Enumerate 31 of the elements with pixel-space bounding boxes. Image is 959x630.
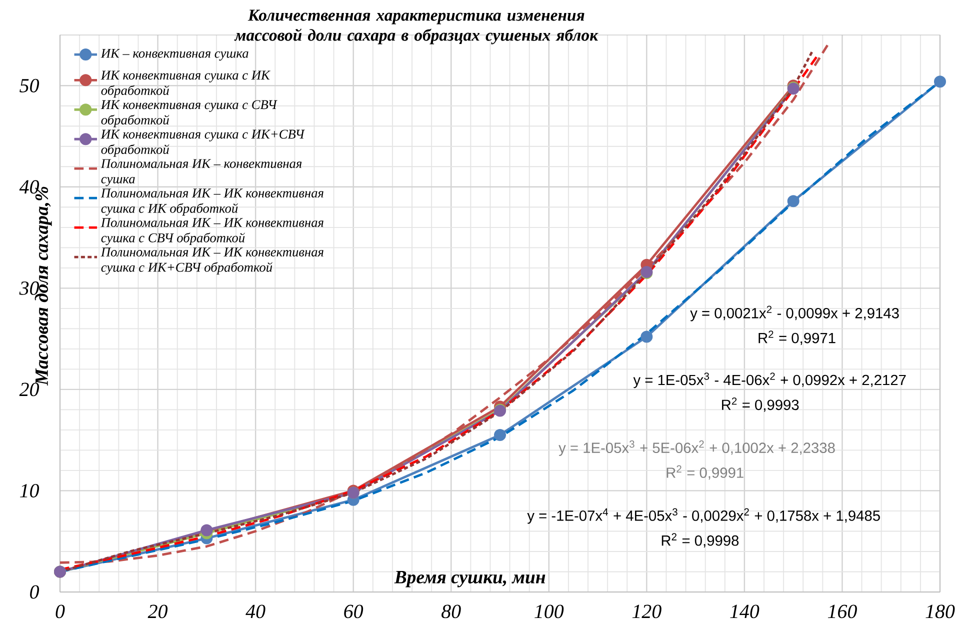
x-tick-label: 0 — [56, 604, 65, 618]
legend-label: Полиномальная ИК – ИК конвективная сушка с ИК обработкой — [100, 188, 324, 216]
x-tick-label: 180 — [926, 604, 955, 618]
annotation: R$^{2}$ = 0,9998 — [662, 533, 739, 548]
x-tick-label: 120 — [632, 604, 662, 618]
annotation: y = 1E-05x$^{3}$ - 4E-06x$^{2}$ + 0,0992x + 2,2127 — [633, 372, 906, 388]
x-tick-label: 80 — [442, 604, 461, 618]
legend-label: Полиномальная ИК – ИК конвективная сушка с ИК+СВЧ обработкой — [100, 248, 324, 275]
x-tick-label: 60 — [344, 604, 364, 618]
legend-label: ИК конвективная сушка с ИК обработкой — [100, 70, 270, 98]
x-tick-label: 100 — [534, 604, 564, 618]
annotation: y = 1E-05x$^{3}$ + 5E-06x$^{2}$ + 0,1002x + 2,2338 — [558, 440, 835, 456]
annotation: R$^{2}$ = 0,9991 — [666, 465, 744, 480]
y-tick-label: 10 — [20, 484, 40, 498]
y-tick-label: 50 — [20, 78, 40, 92]
x-tick-label: 140 — [730, 604, 760, 618]
legend-label: ИК конвективная сушка с ИК+СВЧ обработкой — [100, 130, 305, 157]
chart-title: Количественная характеристика изменения массовой доли сахара в образцах сушеных яблок — [234, 10, 598, 44]
legend-label: Полиномальная ИК – конвективная сушка — [100, 159, 302, 186]
annotation: R$^{2}$ = 0,9971 — [758, 330, 836, 345]
x-tick-label: 20 — [148, 604, 168, 618]
legend-label: ИК конвективная сушка с СВЧ обработкой — [100, 100, 278, 128]
x-tick-label: 40 — [246, 604, 266, 618]
legend-label: ИК – конвективная сушка — [100, 48, 248, 61]
annotation: y = -1E-07x$^{4}$ + 4E-05x$^{3}$ - 0,0029x$^{2}$ + 0,1758x + 1,9485 — [527, 508, 880, 524]
legend-label: Полиномальная ИК – ИК конвективная сушка с СВЧ обработкой — [100, 218, 324, 246]
annotation: R$^{2}$ = 0,9993 — [722, 397, 799, 412]
x-tick-label: 160 — [828, 604, 857, 618]
annotation: y = 0,0021x$^{2}$ - 0,0099x + 2,9143 — [690, 306, 899, 322]
y-tick-label: 0 — [30, 585, 40, 599]
x-axis-title: Время сушки, мин — [394, 571, 546, 588]
